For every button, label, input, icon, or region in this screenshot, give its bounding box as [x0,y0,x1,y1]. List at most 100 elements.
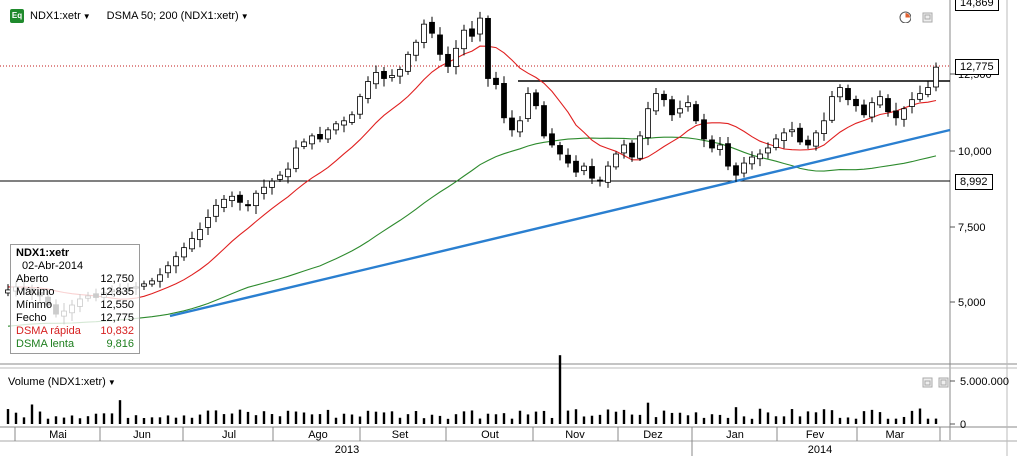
volume-bar [598,414,602,424]
volume-bar [486,413,490,424]
volume-bar [54,416,58,424]
candle [405,51,411,75]
volume-bar [526,414,530,424]
legend-label: DSMA rápida [16,325,81,337]
candle [533,89,539,110]
equity-icon[interactable]: Eq [10,9,24,23]
month-label: Mai [49,429,67,441]
maximize-icon[interactable] [922,12,934,24]
fast-sma-line-group [7,45,937,300]
month-label: Ago [308,429,328,441]
legend-label: Mínimo [16,299,53,311]
candle [477,11,483,42]
candle [869,97,875,123]
volume-bar [190,417,194,424]
volume-bar [686,415,690,424]
volume-bar [382,412,386,424]
month-label: Dez [643,429,663,441]
volume-bar [734,407,738,424]
volume-bar [814,412,818,424]
volume-bar [166,415,170,424]
candle [309,133,315,150]
volume-bar [254,415,258,424]
volume-bar [406,414,410,424]
candle [597,176,603,187]
candle [581,162,587,176]
last-price-box: 12,775 [955,59,999,75]
candle [285,162,291,184]
volume-bar [838,417,842,424]
candle [933,62,939,92]
volume-bar [238,409,242,424]
legend-row: Mínimo 12,550 [16,299,134,312]
volume-bar [694,412,698,424]
candle [837,84,843,103]
volume-bar [398,417,402,424]
volume-bar [862,411,866,424]
candle [741,156,747,178]
volume-bar [510,418,514,424]
candle [805,135,811,149]
legend-row: Fecho 12,775 [16,312,134,325]
price-tick-label: 10,000 [958,146,992,158]
candle [877,90,883,108]
legend-label: Máximo [16,286,55,298]
volume-bar [198,414,202,424]
volume-bar [62,417,66,424]
candle [181,242,187,261]
candle [357,93,363,120]
volume-bar [366,410,370,424]
legend-row: Máximo 12,835 [16,286,134,299]
maximize-icon[interactable] [938,377,950,389]
candle [733,162,739,182]
volume-bar [630,414,634,424]
candle [701,113,707,148]
volume-bar [550,417,554,424]
volume-bar [334,417,338,424]
candle [517,116,523,138]
volume-bar [806,411,810,424]
candle [573,155,579,177]
volume-bar [606,409,610,424]
symbol-selector[interactable]: NDX1:xetr ▼ [30,10,91,22]
volume-bar [678,412,682,424]
volume-bar [646,402,650,424]
chevron-down-icon[interactable]: ▼ [82,12,91,21]
candle [493,71,499,90]
volume-bar [142,417,146,424]
indicator-selector[interactable]: DSMA 50; 200 (NDX1:xetr) ▼ [107,10,249,22]
volume-header: Volume (NDX1:xetr) ▼ [8,376,116,388]
price-tick-label: 7,500 [958,222,986,234]
volume-selector[interactable]: Volume (NDX1:xetr) ▼ [8,376,116,388]
slow-sma-line-group [7,136,937,327]
volume-bar [390,411,394,424]
indicator-label: DSMA 50; 200 (NDX1:xetr) [106,10,239,22]
volume-bar [870,409,874,424]
volume-bar [182,415,186,424]
volume-bar [38,411,42,424]
chevron-down-icon[interactable]: ▼ [240,12,249,21]
volume-bar [358,416,362,424]
volume-bar [766,412,770,424]
candle [557,141,563,161]
candle [245,199,251,212]
volume-bar [86,416,90,424]
candle [813,130,819,151]
chevron-down-icon[interactable]: ▼ [107,378,116,387]
volume-tick-label: 0 [960,419,966,431]
candle [301,138,307,150]
volume-bar [302,412,306,424]
volume-bar [718,414,722,424]
candle [501,76,507,124]
trendline[interactable] [169,128,951,318]
volume-bar [702,417,706,424]
restore-icon[interactable] [922,377,934,389]
volume-bar [822,409,826,424]
candle [789,121,795,137]
legend-row-slow-sma: DSMA lenta 9,816 [16,338,134,351]
clock-icon[interactable] [899,11,911,23]
volume-bar [878,412,882,424]
candle [269,178,275,195]
